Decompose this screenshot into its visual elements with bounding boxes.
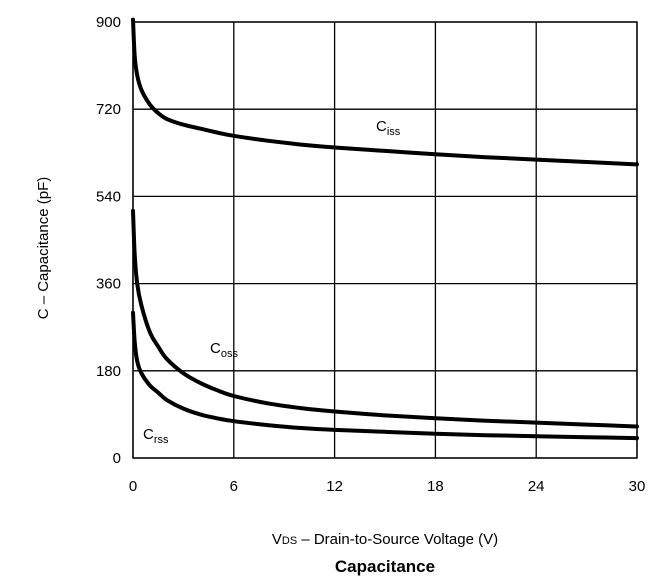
series-label-crss: Crss [143, 426, 169, 446]
x-tick-label: 12 [326, 478, 343, 495]
y-axis-title: C – Capacitance (pF) [35, 177, 52, 320]
y-tick-label: 180 [96, 363, 121, 380]
x-tick-label: 0 [129, 478, 137, 495]
chart-caption: Capacitance [335, 557, 435, 576]
x-tick-label: 6 [230, 478, 238, 495]
y-tick-label: 720 [96, 101, 121, 118]
y-tick-label: 0 [113, 450, 121, 467]
series-lines [131, 17, 639, 441]
y-tick-label: 900 [96, 14, 121, 31]
y-tick-labels: 0 180 360 540 720 900 [96, 14, 121, 467]
series-line-coss [131, 208, 639, 429]
series-label-ciss: Ciss [376, 118, 401, 138]
y-tick-label: 540 [96, 188, 121, 205]
x-tick-labels: 0 6 12 18 24 30 [129, 478, 646, 495]
series-line-crss [131, 310, 639, 441]
plot-frame [132, 21, 638, 459]
y-tick-label: 360 [96, 276, 121, 293]
x-tick-label: 18 [427, 478, 444, 495]
series-label-coss: Coss [210, 340, 238, 360]
grid [132, 21, 638, 459]
x-tick-label: 24 [528, 478, 545, 495]
series-line-ciss [131, 17, 639, 167]
x-tick-label: 30 [629, 478, 646, 495]
x-axis-title: VDS – Drain-to-Source Voltage (V) [272, 531, 498, 548]
